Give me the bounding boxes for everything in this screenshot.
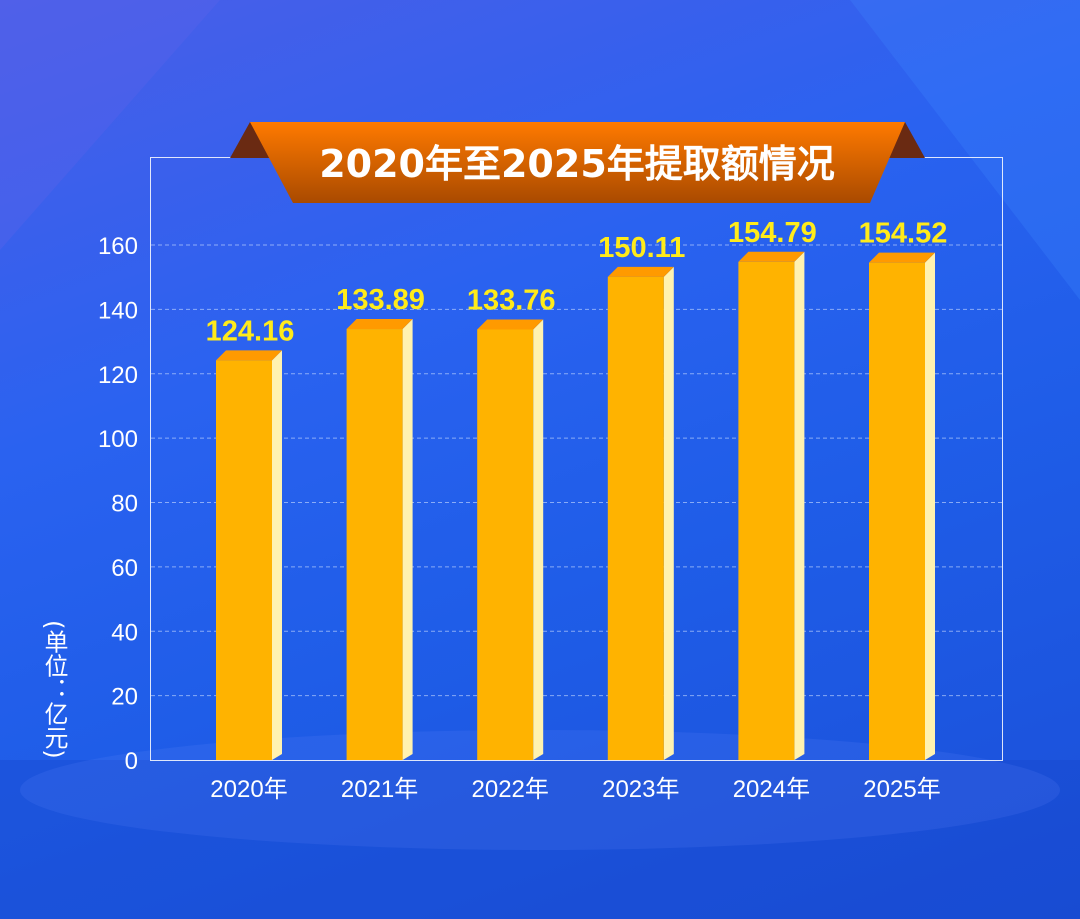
y-tick-label: 60 [111,555,138,582]
x-tick-label: 2021年 [341,776,418,803]
y-axis-label: (单位：亿元) [40,620,68,759]
bar-side [925,252,935,761]
y-tick-label: 160 [98,233,138,260]
title-banner: 2020年至2025年提取额情况 [230,122,925,203]
data-label: 133.89 [336,284,425,316]
bar [607,276,664,760]
x-tick-label: 2024年 [733,776,810,803]
y-tick-label: 80 [111,491,138,518]
bar [216,360,272,760]
x-tick-label: 2022年 [472,776,549,803]
bar-side [272,350,282,760]
bar-side [794,251,805,760]
bar-2020年: 124.16 [206,315,295,760]
bar-side [533,319,544,760]
data-label: 150.11 [598,232,685,264]
y-tick-label: 120 [98,362,138,389]
chart-title: 2020年至2025年提取额情况 [319,142,835,186]
data-label: 154.79 [728,217,817,249]
bar-top [738,251,805,262]
bar-2023年: 150.11 [598,232,685,760]
bar [477,329,534,760]
bar [869,262,925,760]
y-tick-label: 100 [98,426,138,453]
x-tick-label: 2025年 [863,776,940,803]
data-label: 154.52 [859,218,948,250]
data-label: 124.16 [206,315,295,347]
bar [346,329,403,760]
bar-2025年: 154.52 [859,218,948,761]
bar-2024年: 154.79 [728,217,817,760]
bar-2021年: 133.89 [336,284,425,760]
y-tick-label: 0 [125,748,138,775]
bar [738,261,795,760]
bar-2022年: 133.76 [467,284,556,760]
y-tick-label: 20 [111,684,138,711]
bar-top [216,350,282,361]
data-label: 133.76 [467,284,556,316]
y-tick-label: 40 [111,619,138,646]
bar-top [477,319,544,330]
y-tick-label: 140 [98,297,138,324]
bar-top [869,252,935,263]
x-tick-label: 2023年 [602,776,679,803]
bar-top [346,319,413,330]
bar-side [402,319,413,760]
x-tick-label: 2020年 [210,776,287,803]
bar-side [663,266,674,760]
bar-top [607,266,674,277]
